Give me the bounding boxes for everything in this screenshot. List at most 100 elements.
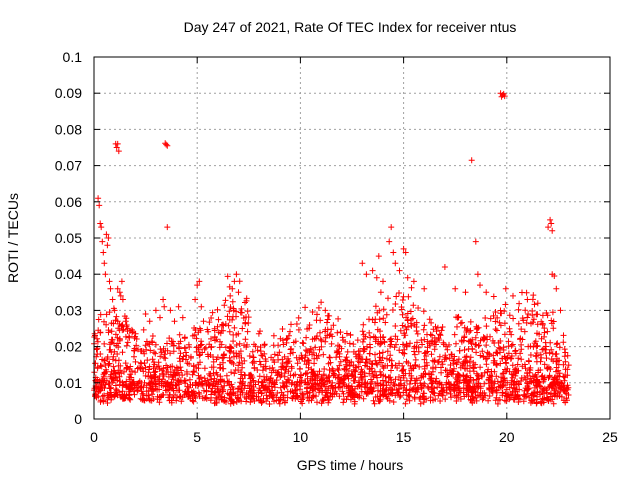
x-axis-ticks: 0 5 10 15 20 25 bbox=[90, 57, 618, 445]
y-tick-label: 0.05 bbox=[55, 230, 82, 246]
roti-point bbox=[97, 220, 104, 227]
y-axis-ticks: 0 0.01 0.02 0.03 0.04 0.05 0.06 0.07 0.08 0.09 0.1 bbox=[55, 49, 610, 427]
y-tick-label: 0 bbox=[74, 411, 82, 427]
roti-point bbox=[421, 285, 428, 292]
roti-point bbox=[545, 224, 552, 231]
y-axis-label: ROTI / TECUs bbox=[5, 193, 21, 283]
x-tick-label: 25 bbox=[602, 429, 618, 445]
roti-point bbox=[375, 253, 382, 260]
data-points bbox=[91, 90, 572, 407]
roti-point bbox=[231, 278, 238, 285]
roti-point bbox=[115, 148, 122, 155]
roti-point bbox=[152, 307, 159, 314]
roti-point bbox=[117, 292, 124, 299]
y-tick-label: 0.09 bbox=[55, 85, 82, 101]
roti-point bbox=[96, 202, 103, 209]
y-tick-label: 0.03 bbox=[55, 302, 82, 318]
roti-point bbox=[163, 141, 170, 148]
x-tick-label: 0 bbox=[90, 429, 98, 445]
roti-point bbox=[369, 267, 376, 274]
roti-point bbox=[549, 227, 556, 234]
roti-point bbox=[179, 314, 186, 321]
roti-point bbox=[235, 289, 242, 296]
x-axis-label: GPS time / hours bbox=[297, 457, 404, 473]
y-tick-label: 0.04 bbox=[55, 266, 82, 282]
roti-point bbox=[392, 260, 399, 267]
roti-point bbox=[99, 238, 106, 245]
y-tick-label: 0.01 bbox=[55, 375, 82, 391]
roti-point bbox=[116, 289, 123, 296]
roti-point bbox=[98, 224, 105, 231]
x-tick-label: 20 bbox=[499, 429, 515, 445]
roti-point bbox=[194, 282, 201, 289]
roti-point bbox=[102, 271, 109, 278]
roti-point bbox=[233, 271, 240, 278]
roti-point bbox=[396, 267, 403, 274]
roti-point bbox=[377, 289, 384, 296]
roti-point bbox=[510, 292, 516, 299]
roti-point bbox=[229, 285, 236, 292]
y-tick-label: 0.07 bbox=[55, 158, 82, 174]
roti-point bbox=[553, 285, 560, 292]
roti-point bbox=[388, 224, 395, 231]
roti-point bbox=[400, 245, 407, 252]
x-tick-label: 15 bbox=[396, 429, 412, 445]
roti-point bbox=[502, 285, 509, 292]
roti-point bbox=[103, 231, 110, 238]
roti-point bbox=[472, 238, 479, 245]
roti-point bbox=[557, 307, 564, 314]
roti-point bbox=[551, 273, 558, 279]
roti-point bbox=[167, 307, 174, 314]
chart-title: Day 247 of 2021, Rate Of TEC Index for r… bbox=[184, 19, 517, 35]
y-tick-label: 0.1 bbox=[63, 49, 83, 65]
roti-point bbox=[164, 142, 171, 149]
roti-point bbox=[114, 140, 121, 147]
roti-point bbox=[175, 303, 182, 310]
roti-point bbox=[100, 249, 107, 256]
roti-point bbox=[547, 216, 554, 223]
roti-point bbox=[196, 278, 203, 285]
roti-point bbox=[118, 278, 125, 285]
roti-point bbox=[114, 285, 121, 292]
roti-point bbox=[107, 285, 114, 292]
roti-point bbox=[441, 264, 448, 270]
roti-point bbox=[359, 260, 366, 267]
roti-point bbox=[501, 93, 508, 100]
roti-point bbox=[146, 318, 153, 325]
roti-point bbox=[402, 249, 409, 256]
y-tick-label: 0.02 bbox=[55, 339, 82, 355]
roti-point bbox=[113, 144, 120, 151]
roti-point bbox=[548, 220, 555, 227]
roti-point bbox=[157, 314, 163, 321]
roti-point bbox=[104, 242, 111, 249]
roti-point bbox=[142, 311, 149, 317]
roti-point bbox=[109, 296, 116, 303]
roti-point bbox=[198, 303, 205, 310]
roti-point bbox=[164, 224, 171, 231]
roti-point bbox=[227, 292, 234, 299]
roti-point bbox=[390, 249, 397, 256]
roti-point bbox=[468, 157, 475, 164]
roti-point bbox=[95, 195, 102, 202]
roti-point bbox=[477, 282, 483, 289]
roti-point bbox=[534, 300, 541, 307]
roti-point bbox=[452, 285, 459, 292]
roti-point bbox=[160, 296, 167, 303]
roti-point bbox=[161, 303, 168, 310]
roti-point bbox=[119, 296, 126, 303]
roti-point bbox=[380, 278, 386, 285]
roti-point bbox=[106, 278, 113, 285]
roti-point bbox=[462, 289, 469, 296]
roti-point bbox=[474, 271, 481, 278]
roti-point bbox=[363, 271, 370, 278]
roti-point bbox=[410, 278, 417, 285]
x-tick-label: 5 bbox=[193, 429, 201, 445]
y-tick-label: 0.06 bbox=[55, 194, 82, 210]
roti-point-cloud bbox=[91, 273, 572, 407]
roti-point bbox=[192, 296, 199, 303]
roti-point bbox=[524, 296, 531, 303]
y-tick-label: 0.08 bbox=[55, 121, 82, 137]
roti-point bbox=[386, 238, 393, 245]
roti-point bbox=[404, 274, 411, 281]
